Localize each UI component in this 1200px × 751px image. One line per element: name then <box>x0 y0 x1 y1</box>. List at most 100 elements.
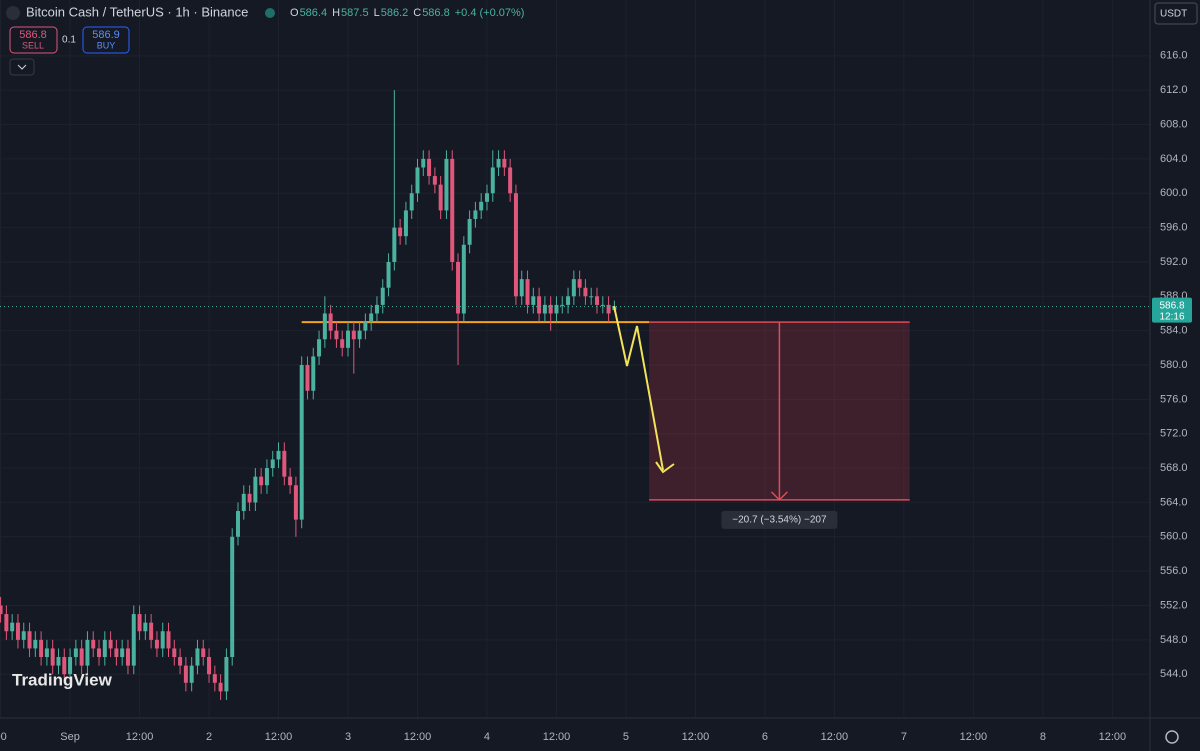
candle-body <box>102 639 107 658</box>
candle-body <box>195 648 200 666</box>
candle-body <box>120 648 125 658</box>
candle-body <box>230 536 235 658</box>
header: Bitcoin Cash / TetherUS · 1h · Binance O… <box>6 4 524 76</box>
candle-body <box>508 167 513 194</box>
change: +0.4 (+0.07%) <box>455 7 525 19</box>
candle-body <box>241 493 246 512</box>
spread: 0.1 <box>62 35 76 46</box>
candle-body <box>282 450 287 477</box>
y-tick-label: 604.0 <box>1160 153 1188 165</box>
candle-body <box>224 657 229 692</box>
buy-label: BUY <box>97 40 116 50</box>
candle-body <box>456 261 461 314</box>
sell-button[interactable] <box>9 26 58 54</box>
y-tick-label: 572.0 <box>1160 428 1188 440</box>
candle-body <box>85 639 90 666</box>
candle-body <box>502 158 507 168</box>
x-tick-label: 12:00 <box>543 731 571 743</box>
ohlc-key: C <box>413 7 421 19</box>
x-tick-label: 12:00 <box>265 731 293 743</box>
candle-body <box>311 356 316 391</box>
y-tick-label: 580.0 <box>1160 359 1188 371</box>
candle-body <box>571 279 576 297</box>
symbol-icon <box>6 6 20 20</box>
symbol-title: Bitcoin Cash / TetherUS · 1h · Binance <box>26 4 248 19</box>
candle-body <box>259 476 264 486</box>
sell-label: SELL <box>22 40 44 50</box>
y-tick-label: 608.0 <box>1160 118 1188 130</box>
candle-body <box>589 296 594 298</box>
ohlc-key: O <box>290 7 299 19</box>
y-tick-label: 616.0 <box>1160 50 1188 62</box>
candle-body <box>386 261 391 288</box>
candle-body <box>415 167 420 194</box>
ohlc-key: L <box>374 7 380 19</box>
candle-body <box>537 296 542 314</box>
candle-body <box>10 622 15 632</box>
candle-body <box>288 476 293 486</box>
candle-body <box>79 648 84 666</box>
x-tick-label: 12:00 <box>126 731 154 743</box>
y-tick-label: 612.0 <box>1160 84 1188 96</box>
candle-body <box>62 657 67 675</box>
ohlc-legend: O 586.4 H 587.5 L 586.2 C 586.8 +0.4 (+0.07%) <box>290 7 524 19</box>
candle-body <box>15 622 20 640</box>
y-tick-label: 548.0 <box>1160 634 1188 646</box>
candle-body <box>409 193 414 211</box>
candle-body <box>39 639 44 658</box>
candle-body <box>334 330 339 340</box>
candle-body <box>496 158 501 168</box>
y-tick-label: 584.0 <box>1160 325 1188 337</box>
collapse-button[interactable] <box>9 58 35 76</box>
buy-price: 586.9 <box>92 29 120 41</box>
candle-body <box>560 304 565 306</box>
candle-body <box>340 339 345 348</box>
candle-body <box>432 176 437 185</box>
candle-body <box>322 313 327 340</box>
buy-button[interactable] <box>82 26 130 54</box>
candle-body <box>143 622 148 632</box>
y-tick-label: 600.0 <box>1160 187 1188 199</box>
candle-body <box>189 665 194 683</box>
candle-body <box>583 287 588 297</box>
candle-body <box>108 639 113 649</box>
candle-body <box>68 657 73 675</box>
y-tick-label: 552.0 <box>1160 599 1188 611</box>
x-tick-label: 5 <box>623 731 629 743</box>
settings-icon[interactable] <box>1165 730 1179 744</box>
x-tick-label: 12:00 <box>960 731 988 743</box>
candle-body <box>374 304 379 314</box>
candle-body <box>577 279 582 288</box>
candle-body <box>346 330 351 348</box>
candle-body <box>525 279 530 305</box>
y-tick-label: 592.0 <box>1160 256 1188 268</box>
x-tick-label: 3 <box>345 731 351 743</box>
last-price-label: 586.8 <box>1159 300 1184 311</box>
candle-body <box>554 304 559 314</box>
measure-label: −20.7 (−3.54%) −207 <box>732 514 827 525</box>
candle-body <box>97 648 102 658</box>
last-price-tag <box>1152 297 1192 323</box>
candle-body <box>212 674 217 683</box>
candle-body <box>438 184 443 211</box>
measure-label-box <box>721 510 838 529</box>
candle-body <box>369 313 374 323</box>
candle-body <box>33 639 38 649</box>
candle-body <box>299 365 304 520</box>
currency-button[interactable] <box>1154 2 1198 25</box>
x-tick-label: 4 <box>484 731 490 743</box>
ohlc-value: 587.5 <box>341 7 369 19</box>
candle-body <box>270 459 275 469</box>
candle-body <box>91 639 96 649</box>
candle-body <box>566 296 571 305</box>
grid <box>0 0 1150 718</box>
candle-body <box>160 631 165 649</box>
y-tick-label: 544.0 <box>1160 668 1188 680</box>
candle-body <box>398 227 403 237</box>
currency: USDT <box>1160 9 1187 20</box>
candle-body <box>351 330 356 340</box>
countdown-label: 12:16 <box>1159 311 1184 322</box>
candle-body <box>137 614 142 632</box>
x-tick-label: 12:00 <box>404 731 432 743</box>
